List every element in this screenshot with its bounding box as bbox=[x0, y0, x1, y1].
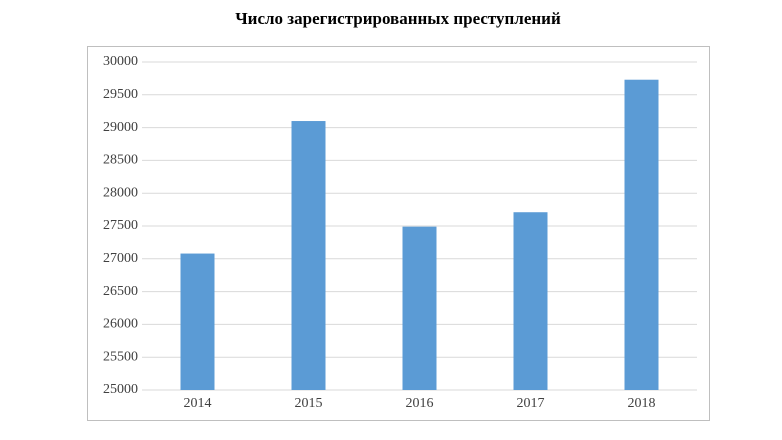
x-tick-label: 2015 bbox=[295, 396, 323, 411]
y-tick-label: 27000 bbox=[103, 251, 138, 266]
y-tick-label: 29500 bbox=[103, 87, 138, 102]
x-tick-label: 2018 bbox=[628, 396, 656, 411]
y-tick-label: 29000 bbox=[103, 120, 138, 135]
bar bbox=[513, 212, 548, 390]
y-tick-label: 26500 bbox=[103, 284, 138, 299]
y-tick-label: 25500 bbox=[103, 349, 138, 364]
y-tick-label: 27500 bbox=[103, 218, 138, 233]
x-tick-label: 2014 bbox=[184, 396, 212, 411]
bar bbox=[624, 79, 659, 390]
x-tick-label: 2016 bbox=[406, 396, 434, 411]
x-tick-label: 2017 bbox=[517, 396, 545, 411]
y-tick-label: 28500 bbox=[103, 153, 138, 168]
y-tick-label: 28000 bbox=[103, 185, 138, 200]
y-tick-label: 25000 bbox=[103, 382, 138, 397]
y-tick-label: 26000 bbox=[103, 317, 138, 332]
bar bbox=[291, 121, 326, 390]
y-tick-label: 30000 bbox=[103, 54, 138, 69]
bar bbox=[402, 226, 437, 390]
chart-title: Число зарегистрированных преступлений bbox=[235, 9, 561, 28]
bar bbox=[180, 253, 215, 390]
